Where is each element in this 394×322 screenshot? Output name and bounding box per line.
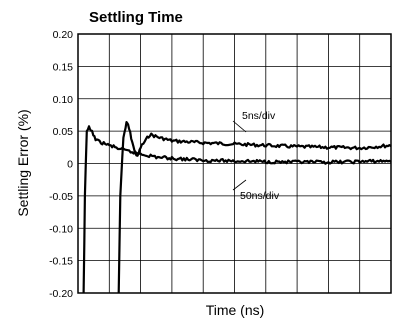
y-tick-labels: 0.20 0.15 0.10 0.05 0 -0.05 -0.10 -0.15 -0.20 <box>49 29 73 300</box>
y-tick-label: 0 <box>67 159 73 171</box>
y-tick-label: -0.05 <box>49 191 73 203</box>
y-tick-label: 0.10 <box>53 94 74 106</box>
y-tick-label: 0.05 <box>53 126 74 138</box>
annotation-leader-50ns <box>232 179 247 191</box>
y-tick-label: -0.15 <box>49 256 73 268</box>
x-axis-label: Time (ns) <box>206 302 265 318</box>
chart-title: Settling Time <box>89 9 183 26</box>
plot-frame <box>77 33 392 294</box>
grid <box>78 34 391 293</box>
y-tick-label: 0.15 <box>53 61 74 73</box>
annotation-5ns-div: 5ns/div <box>242 110 276 122</box>
y-tick-label: 0.20 <box>53 29 74 41</box>
y-tick-label: -0.20 <box>49 288 73 300</box>
y-axis-label: Settling Error (%) <box>15 109 31 216</box>
series-line-50ns-div <box>82 125 392 294</box>
series-lines <box>82 121 392 294</box>
annotation-50ns-div: 50ns/div <box>240 190 280 202</box>
series-line-5ns-div <box>117 121 392 294</box>
y-tick-label: -0.10 <box>49 223 73 235</box>
annotation-leader-5ns <box>232 120 247 133</box>
